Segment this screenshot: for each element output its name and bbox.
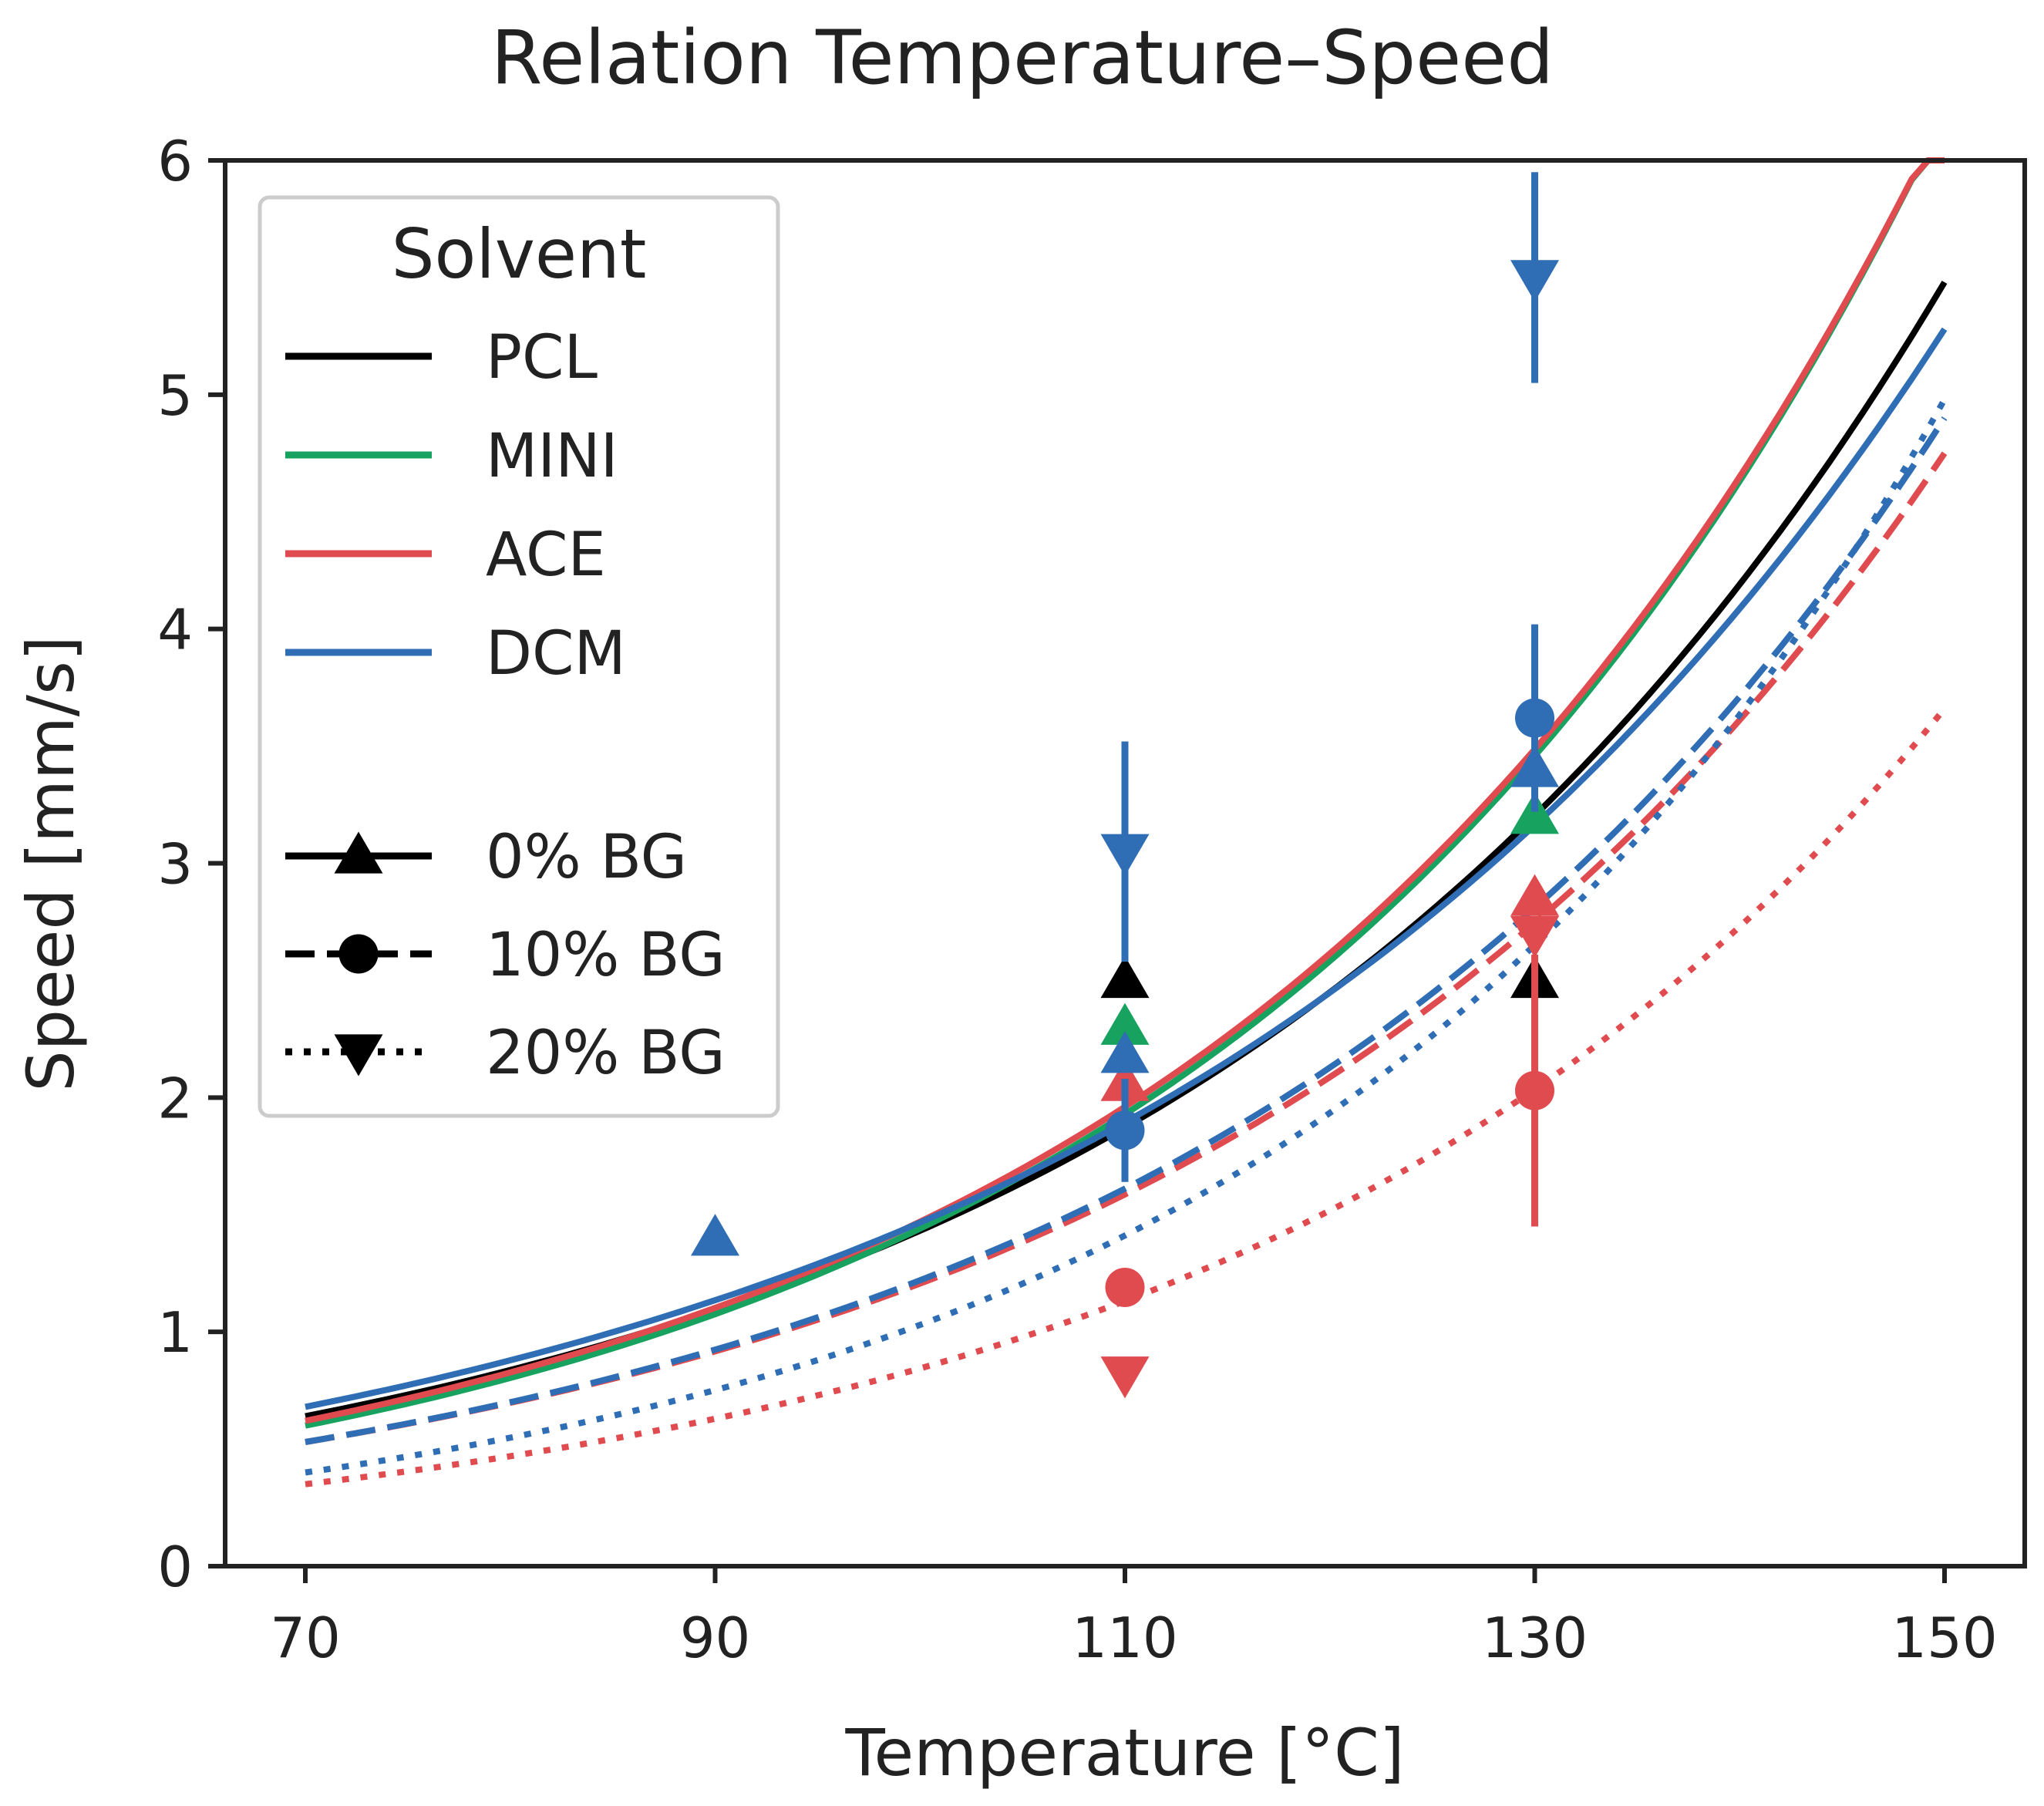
legend-label-mini: MINI: [486, 422, 618, 491]
legend-label-0bg: 0% BG: [486, 823, 687, 892]
legend-label-10bg: 10% BG: [486, 921, 726, 990]
legend-label-pcl: PCL: [486, 323, 598, 393]
x-axis-label: Temperature [°C]: [845, 1715, 1405, 1791]
x-tick-label: 130: [1482, 1606, 1588, 1670]
y-tick-label: 0: [157, 1535, 193, 1599]
y-tick-label: 1: [157, 1300, 193, 1365]
data-point-mini-0bg-110: [1100, 1002, 1150, 1045]
y-tick-label: 5: [157, 363, 193, 428]
data-point-dcm-0bg-110: [1100, 1031, 1150, 1073]
data-point-ace-0bg-130: [1510, 874, 1559, 916]
fit-curve-dcm-10bg: [305, 416, 1948, 1445]
legend-box: [258, 195, 780, 1118]
data-points: [691, 172, 1559, 1399]
legend-marker-10bg: [338, 934, 379, 974]
legend-marker-20bg: [334, 1034, 383, 1077]
legend-marker-0bg: [334, 831, 383, 874]
data-point-ace-10bg-130: [1515, 1070, 1554, 1110]
y-tick-label: 3: [157, 832, 193, 897]
legend-concentrations: 0% BG 10% BG 20% BG: [285, 823, 726, 1088]
x-tick-label: 90: [680, 1606, 751, 1670]
chart-title: Relation Temperature–Speed: [491, 15, 1554, 101]
data-point-pcl-0bg-110: [1100, 955, 1150, 999]
data-point-ace-20bg-110: [1100, 1356, 1150, 1399]
legend-solvents: PCL MINI ACE DCM: [285, 323, 626, 689]
y-tick-label: 4: [157, 598, 193, 662]
data-point-mini-0bg-130: [1510, 792, 1559, 834]
data-point-dcm-20bg-130: [1510, 260, 1559, 302]
x-axis: 70 90 110 130 150: [270, 1566, 1998, 1670]
y-tick-label: 6: [157, 129, 193, 194]
y-axis-label: Speed [mm/s]: [13, 635, 89, 1091]
data-point-dcm-10bg-130: [1515, 698, 1554, 738]
fit-curve-dcm-20bg: [305, 397, 1948, 1476]
x-tick-label: 70: [270, 1606, 341, 1670]
x-tick-label: 110: [1072, 1606, 1177, 1670]
x-tick-label: 150: [1891, 1606, 1997, 1670]
legend-label-20bg: 20% BG: [486, 1019, 726, 1088]
data-point-ace-10bg-110: [1105, 1267, 1145, 1307]
y-tick-label: 2: [157, 1066, 193, 1130]
data-point-dcm-10bg-110: [1105, 1110, 1145, 1151]
legend-label-ace: ACE: [486, 521, 606, 590]
legend-label-dcm: DCM: [486, 619, 626, 689]
y-axis: 0 1 2 3 4 5 6: [157, 129, 225, 1599]
data-point-dcm-20bg-110: [1100, 834, 1150, 876]
data-point-ace-20bg-130: [1510, 915, 1559, 959]
data-point-dcm-0bg-90: [691, 1214, 739, 1256]
legend-title: Solvent: [392, 214, 647, 294]
legend: Solvent PCL MINI ACE DCM 0% BG 10% BG 20% BG: [258, 195, 780, 1118]
